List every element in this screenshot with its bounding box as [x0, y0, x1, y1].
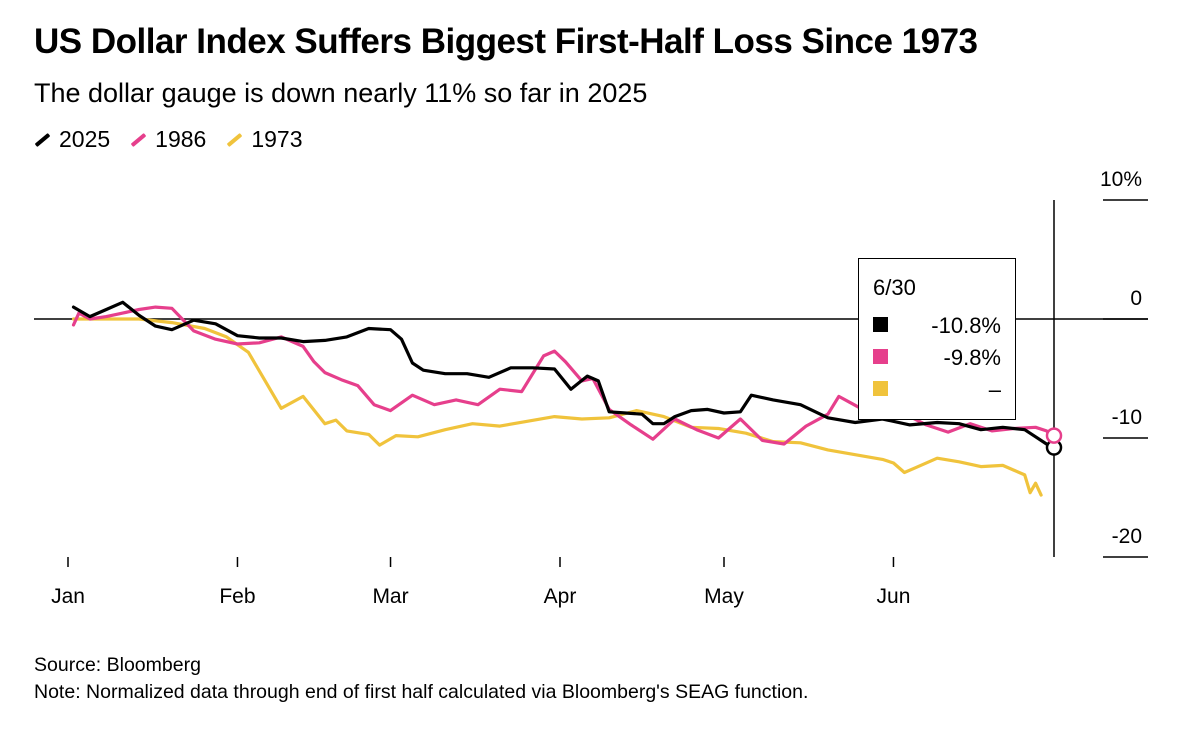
legend-label-2025: 2025: [59, 126, 111, 152]
series-line-1973: [71, 317, 1043, 497]
tooltip-value-2025: -10.8%: [931, 313, 1001, 338]
tooltip-row-2025: -10.8%: [873, 313, 1001, 338]
tooltip-row-1973: –: [873, 377, 1001, 402]
footnote: Note: Normalized data through end of fir…: [34, 681, 809, 703]
tooltip-value-1986: -9.8%: [943, 345, 1001, 370]
legend-label-1973: 1973: [251, 126, 303, 152]
y-tick-label: 0: [1130, 287, 1142, 310]
tooltip-swatch-1973: [873, 381, 888, 396]
legend-item-1986[interactable]: 1986: [130, 126, 206, 153]
x-tick-label: Apr: [544, 585, 577, 608]
legend-label-1986: 1986: [155, 126, 207, 152]
end-marker-1986: [1045, 427, 1063, 444]
source-note: Source: Bloomberg: [34, 654, 201, 676]
y-tick-label: -10: [1112, 406, 1142, 429]
x-tick-label: Mar: [372, 585, 408, 608]
y-tick-label: 10%: [1100, 168, 1142, 191]
y-tick-label: -20: [1112, 525, 1142, 548]
tooltip-swatch-2025: [873, 317, 888, 332]
x-tick-label: Jun: [877, 585, 911, 608]
legend-item-1973[interactable]: 1973: [226, 126, 303, 153]
legend-item-2025[interactable]: 2025: [34, 126, 110, 153]
x-tick-label: May: [704, 585, 744, 608]
tooltip-date: 6/30: [873, 275, 916, 300]
chart-legend: 2025 1986 1973: [34, 126, 303, 153]
tooltip-row-1986: -9.8%: [873, 345, 1001, 370]
x-tick-label: Feb: [219, 585, 255, 608]
chart-subtitle: The dollar gauge is down nearly 11% so f…: [34, 78, 648, 108]
tooltip-swatch-1986: [873, 349, 888, 364]
hover-tooltip: 6/30 -10.8% -9.8% –: [858, 258, 1016, 420]
tooltip-value-1973: –: [988, 377, 1001, 402]
x-tick-label: Jan: [51, 585, 85, 608]
chart-title: US Dollar Index Suffers Biggest First-Ha…: [34, 22, 978, 61]
